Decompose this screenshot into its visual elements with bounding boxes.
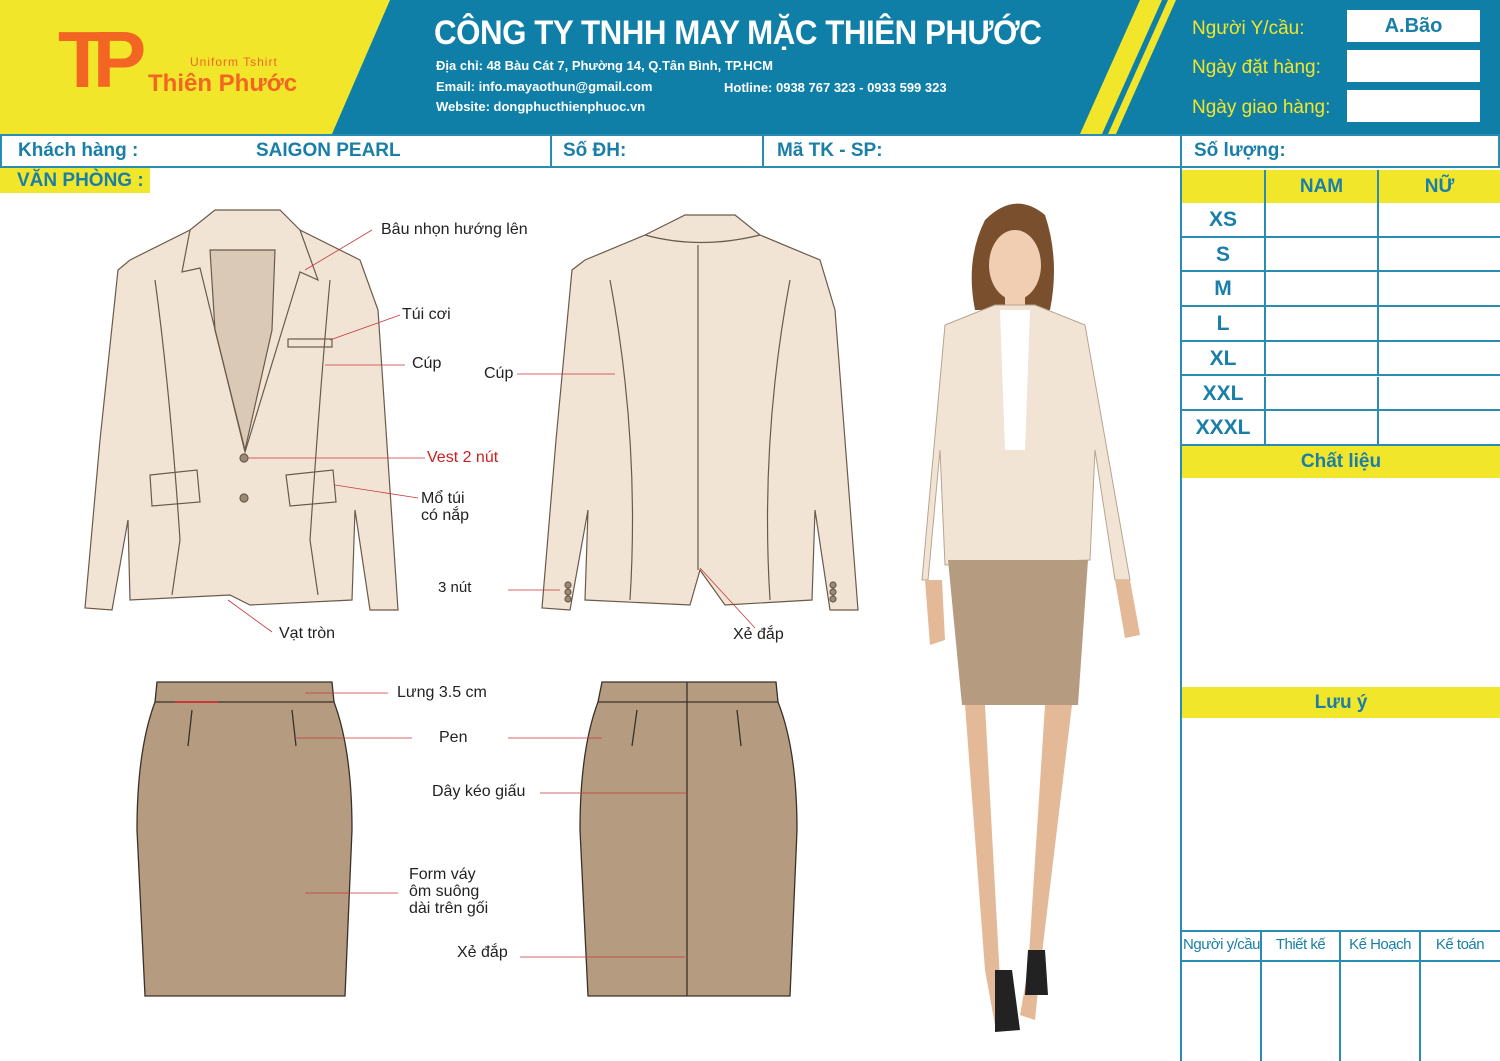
order-number-label: Số ĐH:	[563, 140, 627, 161]
size-label-l: L	[1182, 307, 1266, 342]
size-label-xs: XS	[1182, 203, 1266, 238]
delivery-date-field[interactable]	[1347, 90, 1480, 122]
customer-value: SAIGON PEARL	[256, 140, 401, 161]
customer-label: Khách hàng :	[18, 140, 139, 161]
annotation-seam-front: Cúp	[412, 355, 442, 372]
signature-label: Thiết kế	[1275, 936, 1326, 953]
technical-drawings	[84, 203, 1140, 1032]
size-label-m: M	[1182, 272, 1266, 308]
annotation-back-vent: Xẻ đắp	[733, 626, 784, 643]
signature-box[interactable]	[1261, 962, 1340, 1061]
signature-divider	[1419, 930, 1421, 1061]
size-header-female: NỮ	[1424, 176, 1455, 197]
notes-field[interactable]	[1182, 718, 1500, 930]
order-number-field[interactable]: Số ĐH:	[550, 134, 764, 168]
design-code-label: Mã TK - SP:	[777, 140, 883, 161]
annotation-zipper: Dây kéo giấu	[432, 783, 526, 800]
size-qty-female-l[interactable]	[1379, 307, 1500, 342]
signature-label: Kế toán	[1435, 936, 1485, 953]
signature-divider	[1339, 930, 1341, 1061]
size-table-header	[1182, 170, 1500, 203]
design-code-field[interactable]: Mã TK - SP:	[762, 134, 1182, 168]
size-label-s: S	[1182, 237, 1266, 273]
size-qty-male-l[interactable]	[1266, 307, 1379, 342]
signature-top-line	[1182, 930, 1500, 932]
size-label-xxxl: XXXL	[1182, 411, 1266, 446]
company-website: Website: dongphucthienphuoc.vn	[436, 99, 646, 114]
size-qty-male-xxxl[interactable]	[1266, 411, 1379, 446]
annotation-buttons: Vest 2 nút	[427, 449, 499, 466]
requester-field[interactable]: A.Bão	[1347, 10, 1480, 42]
signature-box[interactable]	[1340, 962, 1420, 1061]
annotation-leader-lines	[175, 229, 756, 958]
notes-header: Lưu ý	[1182, 687, 1500, 718]
company-hotline: Hotline: 0938 767 323 - 0933 599 323	[724, 80, 947, 95]
signature-box[interactable]	[1182, 962, 1261, 1061]
size-qty-male-xs[interactable]	[1266, 203, 1379, 238]
customer-field[interactable]: Khách hàng : SAIGON PEARL	[0, 134, 552, 168]
annotation-flap-pocket-2: có nắp	[421, 507, 470, 524]
annotation-flap-pocket-1: Mổ túi	[421, 490, 465, 507]
annotation-sleeve-buttons: 3 nút	[438, 579, 472, 596]
annotation-skirt-vent: Xẻ đắp	[457, 944, 508, 961]
company-name: CÔNG TY TNHH MAY MẶC THIÊN PHƯỚC	[434, 14, 1042, 52]
model-illustration	[921, 203, 1140, 1032]
requester-label: Người Y/cầu:	[1192, 18, 1305, 39]
size-header-male: NAM	[1266, 170, 1379, 203]
annotation-skirt-form-1: Form váy	[409, 866, 476, 883]
size-qty-male-m[interactable]	[1266, 272, 1379, 308]
quantity-label: Số lượng:	[1194, 140, 1286, 161]
jacket-front-drawing	[84, 209, 399, 611]
annotation-waistband: Lưng 3.5 cm	[397, 684, 487, 701]
size-label-xl: XL	[1182, 341, 1266, 377]
size-header-blank	[1182, 170, 1266, 203]
annotation-skirt-form-2: ôm suông	[409, 883, 480, 900]
company-email: Email: info.mayaothun@gmail.com	[436, 79, 653, 94]
annotation-collar: Bâu nhọn hướng lên	[381, 221, 528, 238]
annotation-seam-back: Cúp	[484, 365, 514, 382]
category-label: VĂN PHÒNG :	[0, 168, 150, 193]
size-qty-female-xxxl[interactable]	[1379, 411, 1500, 446]
size-qty-female-xxl[interactable]	[1379, 377, 1500, 412]
logo-tagline: Uniform Tshirt	[190, 55, 278, 69]
signature-label: Kế Hoạch	[1349, 936, 1411, 953]
signature-label: Người y/cầu	[1183, 936, 1260, 953]
size-qty-female-m[interactable]	[1379, 272, 1500, 308]
logo-letters: TP	[58, 15, 146, 104]
quantity-field[interactable]: Số lượng:	[1180, 134, 1500, 168]
annotation-pocket: Túi cơi	[402, 306, 451, 323]
signature-box[interactable]	[1420, 962, 1500, 1061]
material-field[interactable]	[1182, 478, 1500, 687]
annotation-round-hem: Vạt tròn	[279, 625, 336, 642]
company-logo: TP Uniform Tshirt Thiên Phước	[58, 15, 297, 104]
signature-header-line	[1182, 960, 1500, 962]
annotation-darts: Pen	[439, 729, 468, 746]
size-qty-female-xs[interactable]	[1379, 203, 1500, 238]
annotation-skirt-form-3: dài trên gối	[409, 900, 489, 917]
skirt-back-drawing	[579, 681, 798, 997]
size-qty-female-xl[interactable]	[1379, 342, 1500, 377]
delivery-date-label: Ngày giao hàng:	[1192, 97, 1331, 118]
order-date-field[interactable]	[1347, 50, 1480, 82]
company-address: Địa chỉ: 48 Bàu Cát 7, Phường 14, Q.Tân …	[436, 58, 773, 73]
size-qty-female-s[interactable]	[1379, 238, 1500, 273]
size-qty-male-xxl[interactable]	[1266, 376, 1379, 412]
size-label-xxl: XXL	[1182, 376, 1266, 412]
signature-divider	[1260, 930, 1262, 1061]
right-panel-divider	[1180, 168, 1182, 1061]
size-qty-male-xl[interactable]	[1266, 341, 1379, 377]
material-header: Chất liệu	[1182, 446, 1500, 478]
header-background	[0, 0, 1500, 134]
size-qty-male-s[interactable]	[1266, 237, 1379, 273]
skirt-front-drawing	[136, 681, 353, 997]
logo-brand: Thiên Phước	[148, 70, 298, 97]
order-date-label: Ngày đặt hàng:	[1192, 57, 1321, 78]
jacket-back-drawing	[541, 214, 859, 611]
